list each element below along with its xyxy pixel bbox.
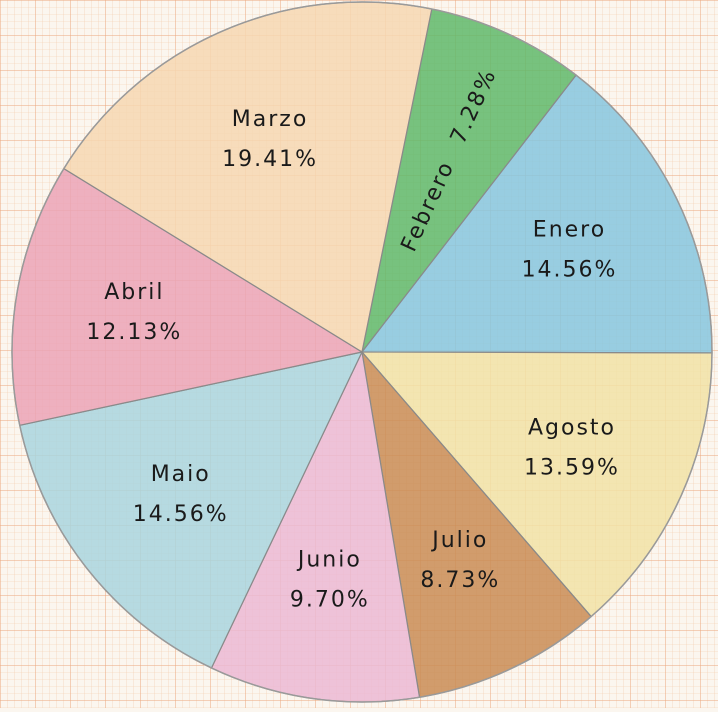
value-label: 14.56% <box>522 258 618 283</box>
category-label: Enero <box>533 218 606 243</box>
value-label: 19.41% <box>222 147 318 172</box>
category-label: Abril <box>104 280 164 305</box>
value-label: 14.56% <box>133 502 229 527</box>
category-label: Marzo <box>232 107 309 132</box>
category-label: Maio <box>151 462 211 487</box>
value-label: 9.70% <box>290 588 370 613</box>
value-label: 8.73% <box>420 568 500 593</box>
category-label: Agosto <box>528 415 616 440</box>
category-label: Julio <box>430 528 488 553</box>
value-label: 13.59% <box>524 455 620 480</box>
category-label: Junio <box>296 548 362 573</box>
pie-outline <box>11 1 713 703</box>
pie: Febrero7.28%Enero14.56%Agosto13.59%Julio… <box>11 1 713 703</box>
value-label: 12.13% <box>86 320 182 345</box>
